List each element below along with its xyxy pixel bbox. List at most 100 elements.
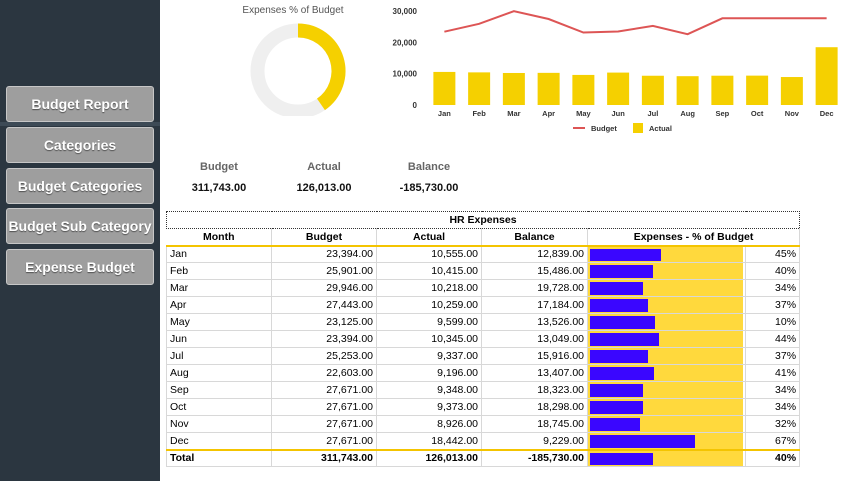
expense-pct-bar-fill [590, 248, 661, 261]
month-cell: Total [166, 448, 272, 467]
x-tick-label: May [576, 109, 591, 118]
actual-cell: 10,345.00 [376, 330, 482, 348]
legend-actual-swatch [633, 123, 643, 133]
table-title: HR Expenses [165, 211, 801, 229]
budget-report-button[interactable]: Budget Report [6, 86, 154, 122]
table-total-row: Total 311,743.00 126,013.00 -185,730.00 40% [166, 448, 801, 467]
actual-cell: 126,013.00 [376, 448, 482, 467]
balance-cell: 9,229.00 [481, 432, 588, 450]
legend-budget-label: Budget [591, 124, 617, 133]
column-header-balance: Balance [481, 228, 588, 247]
month-cell: Dec [166, 432, 272, 450]
budget-cell: 23,394.00 [271, 330, 377, 348]
table-row: Jul 25,253.00 9,337.00 15,916.00 37% [166, 347, 801, 365]
table-row: Mar 29,946.00 10,218.00 19,728.00 34% [166, 279, 801, 297]
sidebar: Budget Report Categories Budget Categori… [0, 0, 160, 481]
expense-pct-value: 45% [744, 245, 801, 263]
table-row: May 23,125.00 9,599.00 13,526.00 10% [166, 313, 801, 331]
expense-pct-value: 32% [744, 415, 801, 433]
month-cell: Aug [166, 364, 272, 382]
y-tick-label: 0 [413, 101, 418, 110]
column-header-month: Month [166, 228, 272, 247]
kpi-balance-value: -185,730.00 [399, 182, 459, 194]
budget-cell: 29,946.00 [271, 279, 377, 297]
x-tick-label: Jul [647, 109, 658, 118]
expense-pct-bar-end [743, 297, 745, 313]
balance-cell: 18,745.00 [481, 415, 588, 433]
expense-pct-bar-fill [590, 333, 660, 346]
balance-cell: 15,486.00 [481, 262, 588, 280]
expense-pct-bar-fill [590, 350, 649, 363]
expense-pct-bar-end [743, 348, 745, 364]
month-cell: Oct [166, 398, 272, 416]
categories-button[interactable]: Categories [6, 127, 154, 163]
expense-pct-bar [587, 381, 746, 399]
expense-pct-bar-fill [590, 265, 653, 278]
x-tick-label: Nov [785, 109, 800, 118]
actual-cell: 9,196.00 [376, 364, 482, 382]
actual-bar [780, 77, 803, 105]
balance-cell: 19,728.00 [481, 279, 588, 297]
table-row: Jun 23,394.00 10,345.00 13,049.00 44% [166, 330, 801, 348]
budget-categories-button[interactable]: Budget Categories [6, 168, 154, 204]
balance-cell: 13,407.00 [481, 364, 588, 382]
kpi-balance-label: Balance [407, 161, 451, 173]
actual-cell: 9,348.00 [376, 381, 482, 399]
actual-bar [746, 75, 769, 105]
expense-pct-bar-end [743, 433, 745, 449]
x-tick-label: Sep [715, 109, 729, 118]
balance-cell: 13,526.00 [481, 313, 588, 331]
balance-cell: 15,916.00 [481, 347, 588, 365]
month-cell: Apr [166, 296, 272, 314]
x-tick-label: Jan [438, 109, 451, 118]
expense-pct-bar-fill [590, 435, 696, 448]
table-row: Apr 27,443.00 10,259.00 17,184.00 37% [166, 296, 801, 314]
balance-cell: 12,839.00 [481, 245, 588, 263]
expense-pct-bar-end [743, 399, 745, 415]
table-row: Nov 27,671.00 8,926.00 18,745.00 32% [166, 415, 801, 433]
expense-pct-bar-end [743, 450, 745, 466]
column-header-actual: Actual [376, 228, 482, 247]
month-cell: Jun [166, 330, 272, 348]
expense-pct-bar-fill [590, 452, 653, 465]
expense-pct-value: 44% [744, 330, 801, 348]
actual-bar [815, 47, 838, 105]
actual-cell: 9,337.00 [376, 347, 482, 365]
budget-cell: 23,394.00 [271, 245, 377, 263]
expense-pct-bar-fill [590, 384, 644, 397]
actual-cell: 10,218.00 [376, 279, 482, 297]
expense-pct-bar [587, 279, 746, 297]
x-tick-label: Mar [507, 109, 520, 118]
expenses-donut-chart [248, 23, 348, 121]
expense-pct-bar [587, 364, 746, 382]
month-cell: Nov [166, 415, 272, 433]
balance-cell: -185,730.00 [481, 448, 588, 467]
kpi-actual: Actual 126,013.00 [269, 161, 379, 194]
actual-cell: 9,373.00 [376, 398, 482, 416]
expense-pct-bar [587, 432, 746, 450]
expense-pct-bar [587, 448, 746, 467]
table-row: Dec 27,671.00 18,442.00 9,229.00 67% [166, 432, 801, 450]
budget-cell: 27,671.00 [271, 415, 377, 433]
budget-cell: 23,125.00 [271, 313, 377, 331]
x-tick-label: Feb [472, 109, 486, 118]
expense-pct-bar [587, 245, 746, 263]
donut-chart-title: Expenses % of Budget [242, 5, 344, 16]
y-tick-label: 10,000 [393, 70, 418, 79]
expense-pct-value: 10% [744, 313, 801, 331]
actual-bar [572, 74, 595, 105]
kpi-actual-value: 126,013.00 [296, 182, 352, 194]
expense-pct-bar [587, 313, 746, 331]
budget-sub-category-button[interactable]: Budget Sub Category [6, 208, 154, 244]
month-cell: Mar [166, 279, 272, 297]
expense-pct-bar-end [743, 416, 745, 432]
expense-pct-bar-end [743, 382, 745, 398]
month-cell: Jan [166, 245, 272, 263]
balance-cell: 17,184.00 [481, 296, 588, 314]
table-row: Aug 22,603.00 9,196.00 13,407.00 41% [166, 364, 801, 382]
kpi-budget: Budget 311,743.00 [164, 161, 274, 194]
legend-actual-label: Actual [649, 124, 672, 133]
x-tick-label: Apr [542, 109, 555, 118]
expense-budget-button[interactable]: Expense Budget [6, 249, 154, 285]
actual-cell: 10,555.00 [376, 245, 482, 263]
